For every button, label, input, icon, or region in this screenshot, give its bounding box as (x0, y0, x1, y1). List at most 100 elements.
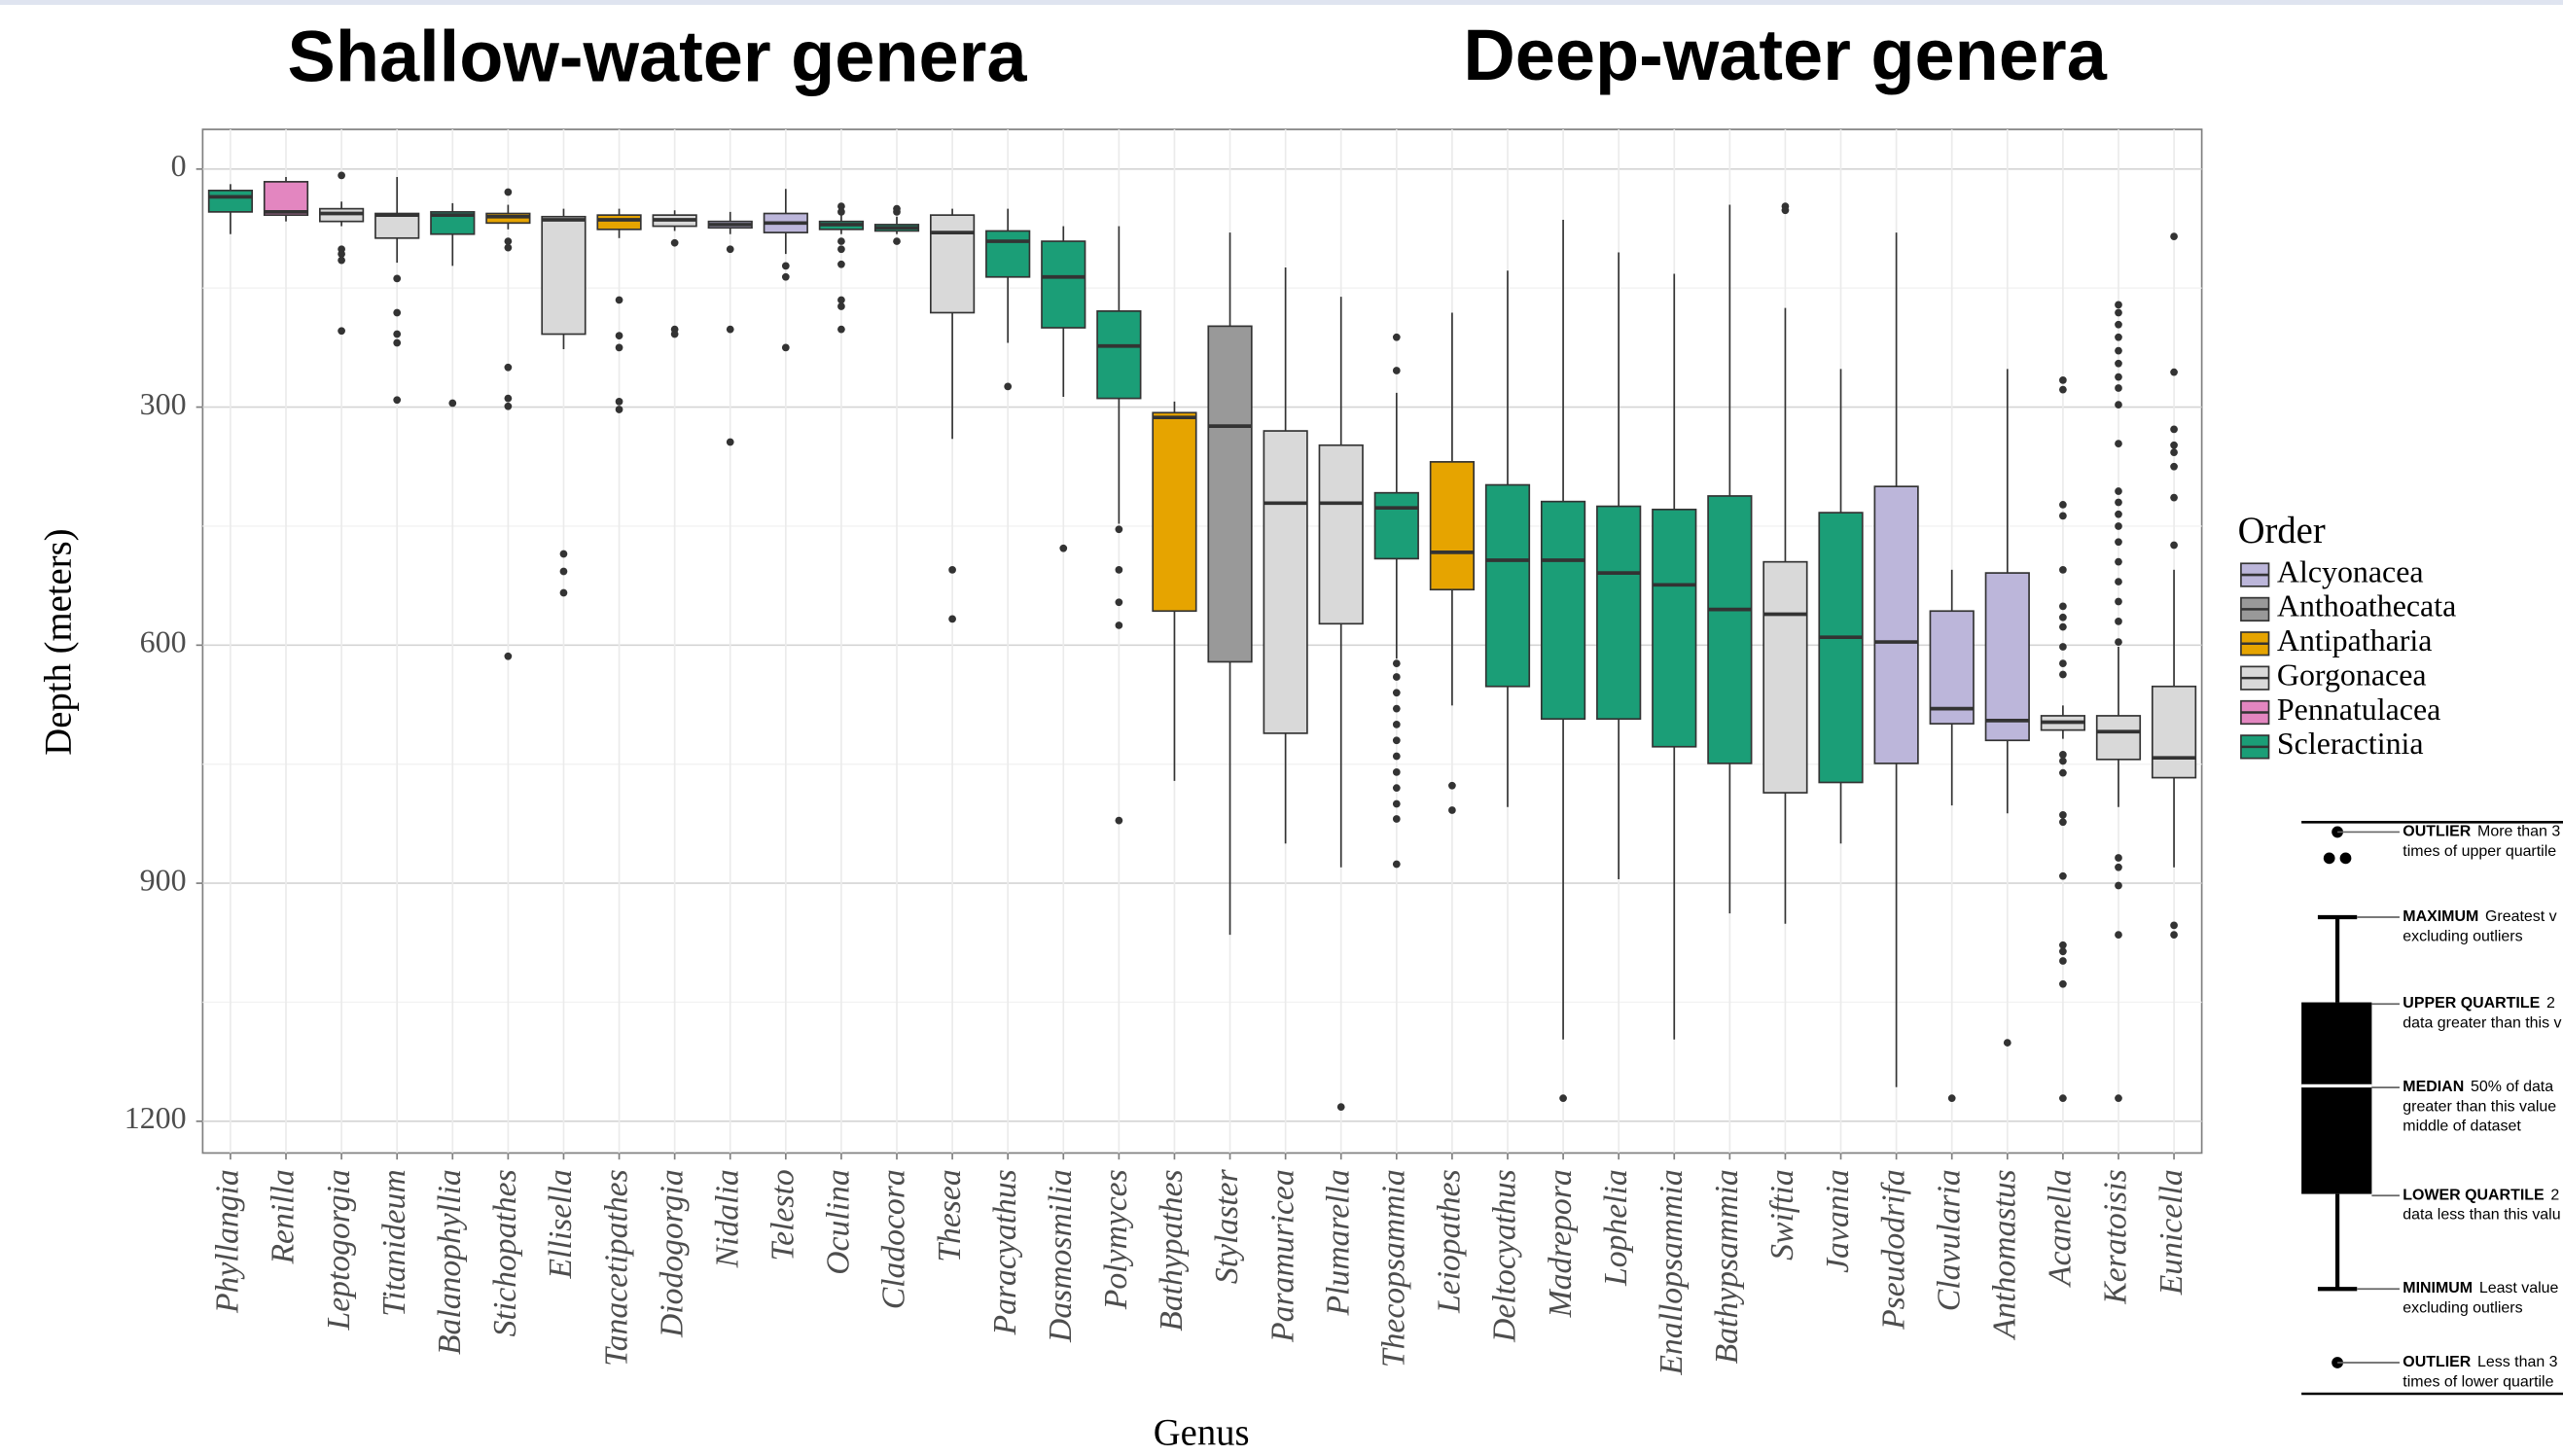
outlier (1392, 815, 1401, 823)
outlier (2170, 425, 2178, 434)
x-tick-label: Leptogorgia (321, 1169, 357, 1331)
x-tick-label: Enallopsammia (1654, 1169, 1690, 1375)
x-tick-label: Renilla (266, 1169, 302, 1264)
key-text: Least value (2479, 1280, 2559, 1296)
x-tick-label: Plumarella (1320, 1169, 1356, 1316)
key-text: data greater than this v (2403, 1015, 2561, 1032)
key-label: UPPER QUARTILE 2 (2403, 995, 2555, 1012)
box (1318, 444, 1364, 625)
key-outlier (2339, 852, 2352, 865)
outlier (2115, 510, 2122, 518)
outlier (2059, 941, 2067, 949)
annotation: Deep-water genera (1463, 15, 2107, 95)
x-tick-label: Polymyces (1098, 1169, 1134, 1310)
outlier (1392, 704, 1401, 713)
outlier (2115, 308, 2122, 317)
x-tick-label: Deltocyathus (1487, 1169, 1523, 1343)
key-term: OUTLIER (2403, 824, 2471, 840)
outlier (2059, 757, 2067, 765)
outlier (448, 399, 457, 408)
outlier (2115, 1094, 2122, 1103)
outlier (893, 208, 901, 216)
outlier (1336, 1103, 1345, 1112)
box (1762, 560, 1808, 794)
y-tick-label: 1200 (125, 1101, 187, 1135)
key-text: middle of dataset (2403, 1119, 2521, 1135)
x-tick-label: Balanophyllia (432, 1169, 468, 1355)
box (1152, 411, 1197, 613)
legend: AlcyonaceaAnthoathecataAntipathariaGorgo… (2240, 554, 2456, 761)
key-label: LOWER QUARTILE 2 (2403, 1187, 2559, 1203)
outlier (2059, 375, 2067, 384)
key-text: 2 (2550, 1187, 2559, 1203)
x-tick-label: Madrepora (1543, 1169, 1579, 1318)
outlier (1392, 689, 1401, 697)
box (1484, 483, 1531, 688)
outlier (2059, 670, 2067, 679)
key-term: OUTLIER (2403, 1354, 2471, 1370)
outlier (615, 332, 623, 340)
outlier (837, 302, 845, 310)
outlier (2115, 617, 2122, 625)
outlier (1392, 767, 1401, 776)
outlier (338, 327, 345, 336)
outlier (2115, 440, 2122, 447)
outlier (837, 237, 845, 245)
key-text: times of lower quartile (2403, 1373, 2553, 1390)
outlier (2059, 602, 2067, 611)
x-tick-label: Leiopathes (1432, 1169, 1468, 1314)
legend-label: Scleractinia (2277, 727, 2424, 761)
outlier (1392, 721, 1401, 728)
outlier (504, 237, 513, 245)
x-tick-label: Thecopsammia (1376, 1169, 1412, 1367)
box (2151, 685, 2197, 779)
box (1429, 461, 1476, 591)
outlier (2059, 947, 2067, 956)
outlier (615, 343, 623, 352)
x-tick-label: Nidalia (709, 1169, 745, 1268)
outlier (559, 567, 568, 576)
outlier (2059, 768, 2067, 777)
x-tick-label: Lophelia (1598, 1169, 1634, 1287)
key-text: excluding outliers (2403, 1300, 2522, 1317)
key-text: excluding outliers (2403, 928, 2522, 944)
x-tick-label: Swiftia (1764, 1169, 1800, 1261)
outlier (393, 330, 402, 338)
outlier (393, 396, 402, 405)
outlier (1392, 860, 1401, 869)
box (541, 215, 587, 336)
key-text: Less than 3 (2477, 1354, 2558, 1370)
outlier (948, 565, 956, 574)
box (1096, 310, 1142, 400)
x-tick-label: Pseudodrifa (1875, 1169, 1911, 1331)
key-text: More than 3 (2477, 824, 2560, 840)
outlier (504, 652, 513, 660)
legend-label: Alcyonacea (2277, 554, 2424, 588)
outlier (781, 272, 790, 281)
outlier (837, 202, 845, 211)
outlier (2170, 541, 2178, 550)
outlier (2059, 751, 2067, 759)
key-text: data less than this valu (2403, 1207, 2560, 1224)
top-strip (0, 0, 2563, 6)
legend-label: Anthoathecata (2277, 589, 2456, 623)
outlier (1115, 525, 1123, 534)
outlier (2115, 931, 2122, 939)
outlier (338, 250, 345, 258)
outlier (837, 296, 845, 304)
x-tick-label: Telesto (765, 1169, 801, 1261)
y-axis-label: Depth (meters) (39, 528, 80, 755)
x-tick-label: Tanacetipathes (598, 1169, 634, 1367)
box (596, 214, 642, 231)
outlier (2059, 643, 2067, 651)
outlier (2170, 921, 2178, 930)
outlier (2059, 957, 2067, 965)
outlier (1115, 621, 1123, 629)
outlier (726, 325, 734, 334)
outlier (2059, 385, 2067, 394)
y-tick-label: 300 (140, 387, 187, 421)
outlier (2059, 1094, 2067, 1103)
outlier (559, 588, 568, 597)
outlier (1448, 781, 1456, 790)
